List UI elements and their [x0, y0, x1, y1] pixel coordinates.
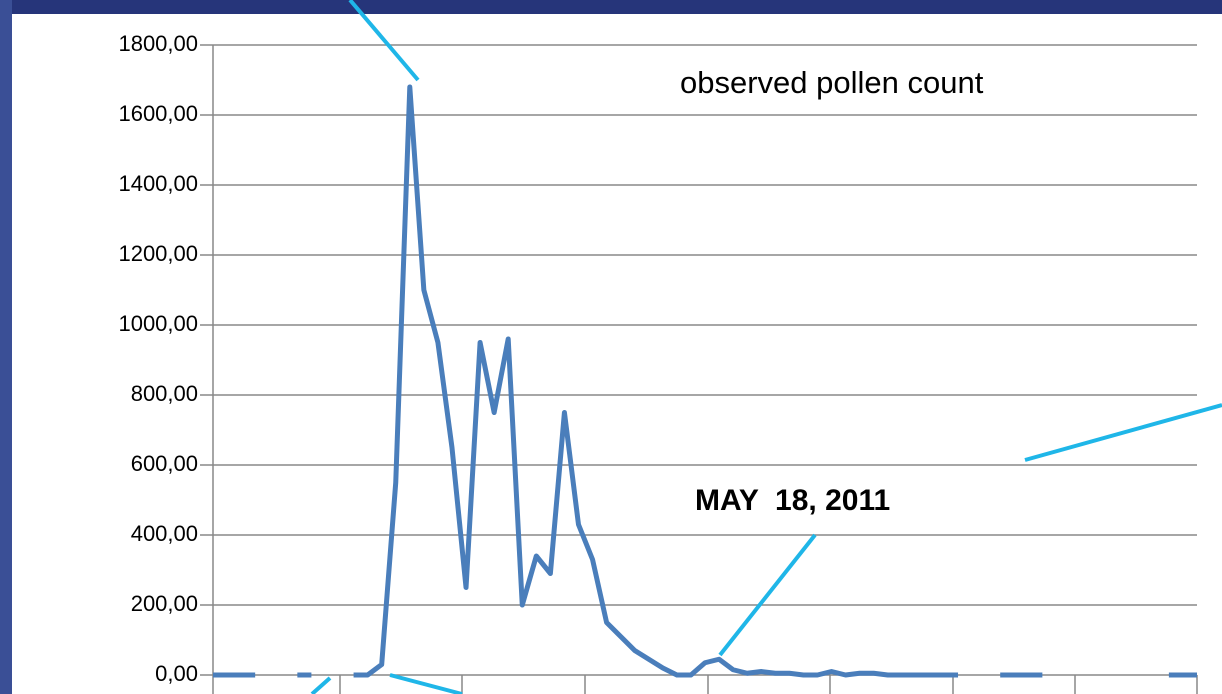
annotation: observed pollen count: [680, 65, 984, 100]
y-tick-label: 800,00: [131, 381, 198, 406]
y-tick-label: 600,00: [131, 451, 198, 476]
y-tick-label: 1600,00: [118, 101, 198, 126]
x-tick-marks: [212, 45, 1198, 694]
data-line: [213, 84, 1197, 678]
y-tick-label: 400,00: [131, 521, 198, 546]
y-tick-label: 1200,00: [118, 241, 198, 266]
y-tick-label: 0,00: [155, 661, 198, 686]
left-band: [0, 0, 12, 694]
y-tick-label: 1000,00: [118, 311, 198, 336]
callout-lines: [310, 0, 1222, 694]
y-tick-label: 1400,00: [118, 171, 198, 196]
y-tick-label: 1800,00: [118, 31, 198, 56]
top-band: [0, 0, 1222, 14]
annotation: MAY 18, 2011: [695, 484, 890, 517]
y-tick-label: 200,00: [131, 591, 198, 616]
